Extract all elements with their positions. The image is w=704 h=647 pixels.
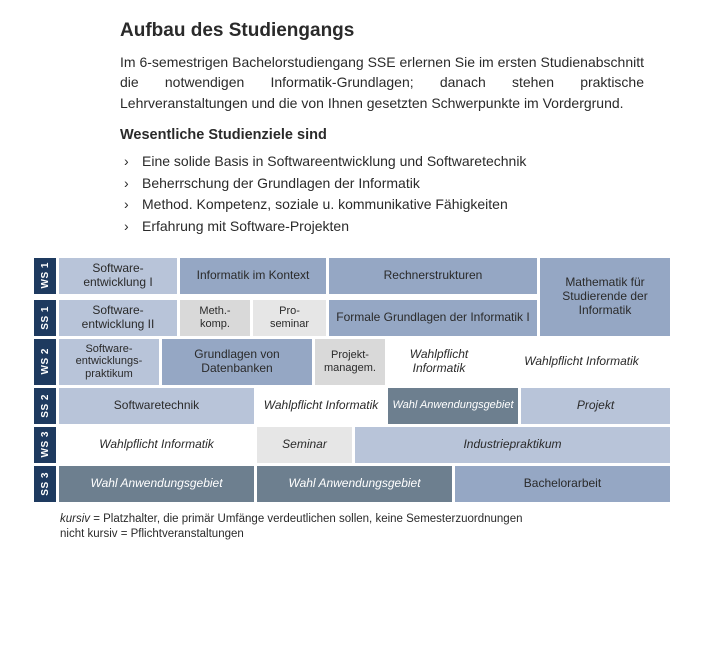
row-ws2: WS 2 Software-entwicklungs-praktikum Gru… [34, 339, 670, 385]
row-ws3: WS 3 Wahlpflicht Informatik Seminar Indu… [34, 427, 670, 463]
cell-ba: Bachelorarbeit [455, 466, 670, 502]
goal-item: Erfahrung mit Software-Projekten [120, 216, 644, 238]
cell-wag3: Wahl Anwendungsgebiet [257, 466, 452, 502]
goal-item: Beherrschung der Grundlagen der Informat… [120, 173, 644, 195]
goal-item: Eine solide Basis in Softwareentwicklung… [120, 151, 644, 173]
sem-label-ss1: SS 1 [34, 300, 56, 336]
row-ss1: SS 1 Software-entwicklung II Meth.-komp.… [34, 300, 537, 336]
cell-se1: Software-entwicklung I [59, 258, 177, 294]
cell-proseminar: Pro-seminar [253, 300, 326, 336]
cell-projekt: Projekt [521, 388, 670, 424]
legend-line2: nicht kursiv = Pflichtveranstaltungen [60, 527, 644, 543]
cell-wag2: Wahl Anwendungsgebiet [59, 466, 254, 502]
cell-meth: Meth.-komp. [180, 300, 250, 336]
cell-seminar: Seminar [257, 427, 352, 463]
legend-line1: = Platzhalter, die primär Umfänge verdeu… [90, 513, 522, 525]
cell-gdb: Grundlagen von Datenbanken [162, 339, 312, 385]
cell-rs: Rechnerstrukturen [329, 258, 537, 294]
cell-pm: Projekt-managem. [315, 339, 385, 385]
cell-indpr: Industriepraktikum [355, 427, 670, 463]
sem-label-ws1: WS 1 [34, 258, 56, 294]
cell-sep: Software-entwicklungs-praktikum [59, 339, 159, 385]
legend: kursiv = Platzhalter, die primär Umfänge… [60, 512, 644, 543]
curriculum-grid: WS 1 Software-entwicklung I Informatik i… [34, 258, 670, 502]
sem-label-ss3: SS 3 [34, 466, 56, 502]
cell-swt: Softwaretechnik [59, 388, 254, 424]
sem-label-ss2: SS 2 [34, 388, 56, 424]
cell-math: Mathematik für Studierende der Informati… [540, 258, 670, 336]
cell-fgi: Formale Grundlagen der Informatik I [329, 300, 537, 336]
cell-wpi1: Wahlpflicht Informatik [388, 339, 490, 385]
row-ws1: WS 1 Software-entwicklung I Informatik i… [34, 258, 537, 294]
legend-kursiv: kursiv [60, 513, 90, 525]
sem-label-ws2: WS 2 [34, 339, 56, 385]
cell-wpi4: Wahlpflicht Informatik [59, 427, 254, 463]
page-title: Aufbau des Studiengangs [120, 20, 644, 42]
cell-iik: Informatik im Kontext [180, 258, 326, 294]
cell-wpi3: Wahlpflicht Informatik [257, 388, 385, 424]
intro-paragraph: Im 6-semestrigen Bachelorstudiengang SSE… [120, 52, 644, 113]
cell-wpi2: Wahlpflicht Informatik [493, 339, 670, 385]
cell-wag1: Wahl Anwendungsgebiet [388, 388, 518, 424]
goals-list: Eine solide Basis in Softwareentwicklung… [120, 151, 644, 238]
row-ss2: SS 2 Softwaretechnik Wahlpflicht Informa… [34, 388, 670, 424]
sem-label-ws3: WS 3 [34, 427, 56, 463]
goal-item: Method. Kompetenz, soziale u. kommunikat… [120, 194, 644, 216]
row-ss3: SS 3 Wahl Anwendungsgebiet Wahl Anwendun… [34, 466, 670, 502]
goals-heading: Wesentliche Studienziele sind [120, 127, 644, 143]
cell-se2: Software-entwicklung II [59, 300, 177, 336]
